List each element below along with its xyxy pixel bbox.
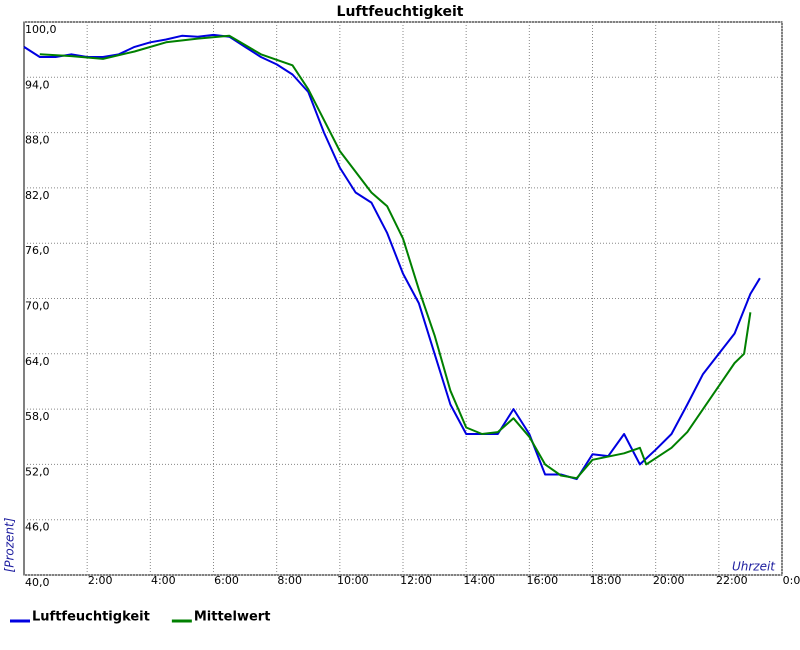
x-tick-label: 4:00 [151,574,176,587]
x-tick-label: 2:00 [88,574,113,587]
x-tick-label: 10:00 [337,574,369,587]
data-line [39,34,752,480]
x-tick-label: 18:00 [590,574,622,587]
chart-title: Luftfeuchtigkeit [337,4,464,20]
y-tick-label: 100,0 [25,23,57,36]
x-tick-label: 22:00 [716,574,748,587]
data-line [23,33,761,481]
y-tick-label: 70,0 [25,300,50,313]
legend-label: Mittelwert [194,610,271,625]
y-tick-label: 76,0 [25,244,50,257]
y-tick-label: 64,0 [25,355,50,368]
x-tick-label: 6:00 [214,574,239,587]
legend-label: Luftfeuchtigkeit [32,610,150,625]
y-tick-label: 88,0 [25,134,50,147]
y-axis-label: [Prozent] [3,517,17,572]
y-tick-label: 82,0 [25,189,50,202]
x-tick-label: 8:00 [277,574,302,587]
x-tick-label: 14:00 [463,574,495,587]
x-tick-label: 20:00 [653,574,685,587]
y-tick-label: 52,0 [25,465,50,478]
x-tick-label: 16:00 [526,574,558,587]
y-tick-label: 58,0 [25,410,50,423]
x-axis-label: Uhrzeit [732,560,776,574]
y-tick-label: 46,0 [25,521,50,534]
y-tick-label: 40,0 [25,576,50,589]
y-tick-label: 94,0 [25,78,50,91]
x-tick-label: 12:00 [400,574,432,587]
x-tick-label: 0:00 [783,574,800,587]
